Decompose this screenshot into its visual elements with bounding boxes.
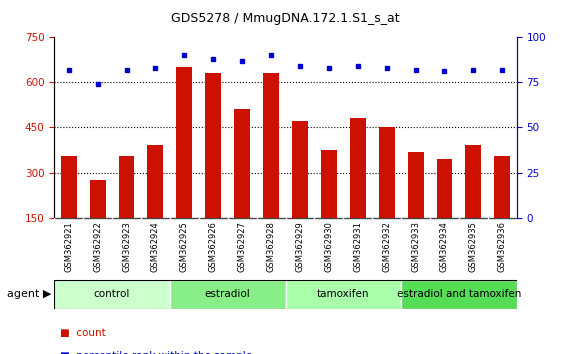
Text: control: control [94,289,130,299]
Bar [147,145,163,218]
Bar [234,109,250,218]
Text: estradiol: estradiol [205,289,251,299]
Text: GSM362928: GSM362928 [267,221,276,272]
Bar [90,180,106,218]
Text: GSM362929: GSM362929 [295,221,304,272]
Bar [54,280,170,309]
Bar [119,156,134,218]
Bar [379,127,395,218]
Text: GSM362923: GSM362923 [122,221,131,272]
Text: GDS5278 / MmugDNA.172.1.S1_s_at: GDS5278 / MmugDNA.172.1.S1_s_at [171,12,400,25]
Text: GSM362936: GSM362936 [498,221,507,272]
Bar [170,280,286,309]
Bar [465,145,481,218]
Text: ■  percentile rank within the sample: ■ percentile rank within the sample [60,351,252,354]
Text: GSM362922: GSM362922 [93,221,102,272]
Bar [350,118,365,218]
Text: GSM362931: GSM362931 [353,221,362,272]
Bar [321,150,337,218]
Text: GSM362926: GSM362926 [209,221,218,272]
Text: GSM362933: GSM362933 [411,221,420,272]
Bar [176,67,192,218]
Text: GSM362925: GSM362925 [180,221,189,272]
Text: GSM362927: GSM362927 [238,221,247,272]
Text: GSM362921: GSM362921 [64,221,73,272]
Text: ■  count: ■ count [60,328,106,338]
Bar [206,73,221,218]
Text: estradiol and tamoxifen: estradiol and tamoxifen [397,289,521,299]
Bar [263,73,279,218]
Bar [292,121,308,218]
Bar [286,280,401,309]
Bar [408,152,424,218]
Bar [61,156,77,218]
Bar [437,159,452,218]
Text: agent ▶: agent ▶ [7,289,51,299]
Text: tamoxifen: tamoxifen [317,289,369,299]
Bar [494,156,510,218]
Bar [401,280,517,309]
Text: GSM362935: GSM362935 [469,221,478,272]
Text: GSM362934: GSM362934 [440,221,449,272]
Text: GSM362930: GSM362930 [324,221,333,272]
Text: GSM362932: GSM362932 [382,221,391,272]
Text: GSM362924: GSM362924 [151,221,160,272]
